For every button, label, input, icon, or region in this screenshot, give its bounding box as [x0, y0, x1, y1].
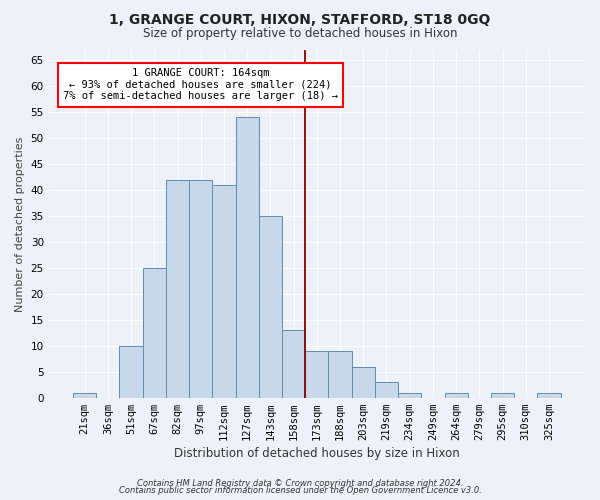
- Bar: [305, 351, 328, 398]
- Bar: [143, 268, 166, 398]
- Bar: [538, 392, 560, 398]
- Bar: [398, 392, 421, 398]
- Bar: [166, 180, 189, 398]
- Text: Contains public sector information licensed under the Open Government Licence v3: Contains public sector information licen…: [119, 486, 481, 495]
- Y-axis label: Number of detached properties: Number of detached properties: [15, 136, 25, 312]
- Bar: [375, 382, 398, 398]
- Bar: [119, 346, 143, 398]
- X-axis label: Distribution of detached houses by size in Hixon: Distribution of detached houses by size …: [174, 447, 460, 460]
- Bar: [212, 185, 236, 398]
- Bar: [491, 392, 514, 398]
- Bar: [352, 366, 375, 398]
- Bar: [282, 330, 305, 398]
- Bar: [328, 351, 352, 398]
- Text: Contains HM Land Registry data © Crown copyright and database right 2024.: Contains HM Land Registry data © Crown c…: [137, 478, 463, 488]
- Text: Size of property relative to detached houses in Hixon: Size of property relative to detached ho…: [143, 28, 457, 40]
- Bar: [189, 180, 212, 398]
- Text: 1 GRANGE COURT: 164sqm
← 93% of detached houses are smaller (224)
7% of semi-det: 1 GRANGE COURT: 164sqm ← 93% of detached…: [63, 68, 338, 102]
- Text: 1, GRANGE COURT, HIXON, STAFFORD, ST18 0GQ: 1, GRANGE COURT, HIXON, STAFFORD, ST18 0…: [109, 12, 491, 26]
- Bar: [236, 118, 259, 398]
- Bar: [259, 216, 282, 398]
- Bar: [445, 392, 468, 398]
- Bar: [73, 392, 96, 398]
